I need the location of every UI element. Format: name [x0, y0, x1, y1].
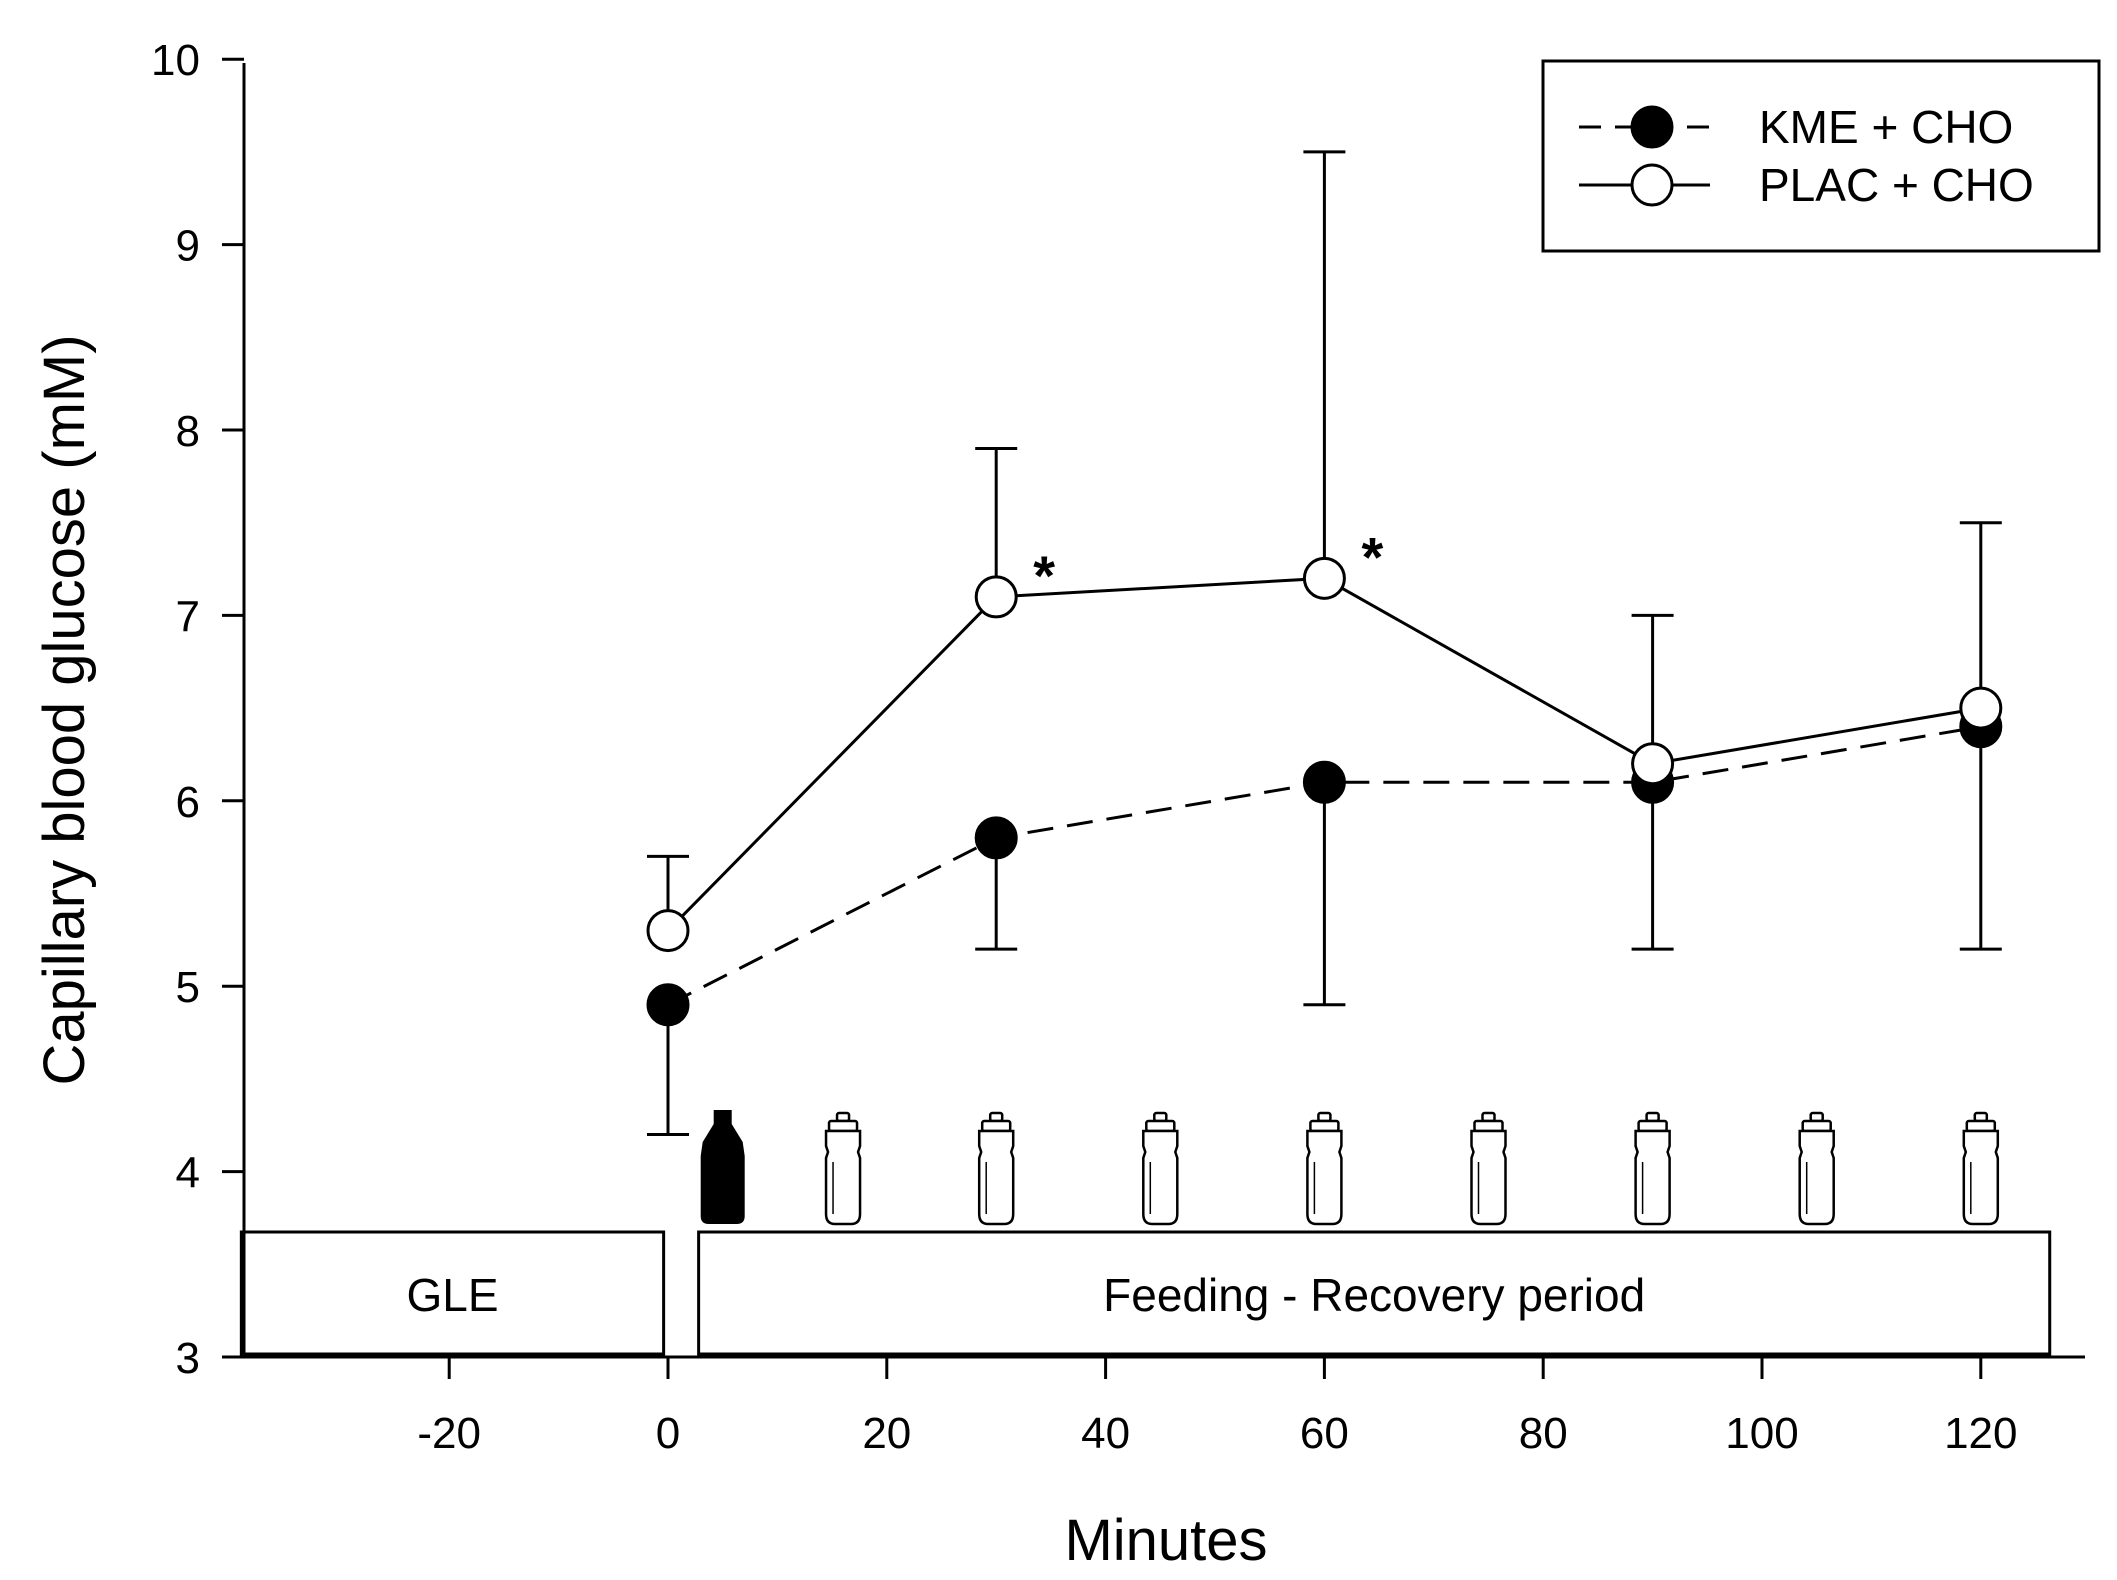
y-tick-label: 8 [176, 407, 200, 456]
bottle-lid [1637, 1119, 1668, 1133]
bottle-icon [1470, 1111, 1507, 1226]
y-tick-label: 10 [151, 36, 200, 85]
bottle-icon [824, 1111, 862, 1226]
bottle-body [1798, 1129, 1835, 1226]
significance-marker: * [1362, 525, 1384, 588]
bottle-body [977, 1129, 1015, 1226]
bottle-lid [827, 1119, 859, 1133]
y-tick-label: 3 [176, 1334, 200, 1383]
legend-label-kme: KME + CHO [1759, 101, 2013, 153]
bottle-lid [1473, 1119, 1504, 1133]
x-tick-label: 60 [1300, 1409, 1349, 1458]
bottle-lid [1965, 1119, 1997, 1133]
phase-label: Feeding - Recovery period [1103, 1269, 1645, 1321]
data-point-plac [646, 909, 690, 953]
data-point-plac [1302, 556, 1346, 600]
bottle-lid [980, 1119, 1012, 1133]
filled-bottle-icon [700, 1110, 745, 1224]
legend-marker-plac [1630, 163, 1674, 207]
data-point-plac [974, 575, 1018, 619]
phase-label: GLE [406, 1269, 498, 1321]
bottle-icon [1962, 1111, 2000, 1226]
y-tick-label: 5 [176, 963, 200, 1012]
phase-bars: GLE Feeding - Recovery period [239, 1230, 2052, 1356]
bottle-icon [1634, 1111, 1671, 1226]
bottle-body [1306, 1129, 1343, 1226]
error-bars [647, 150, 2002, 1137]
x-ticks: -20 0 20 40 60 80 100 120 [417, 1357, 2018, 1458]
x-tick-label: 0 [656, 1409, 680, 1458]
bottle-lid [1801, 1119, 1832, 1133]
data-point-kme [974, 816, 1018, 860]
x-axis-title: Minutes [1064, 1508, 1267, 1573]
bottle-icon [1306, 1111, 1343, 1226]
y-axis-title: Capillary blood glucose (mM) [32, 334, 97, 1085]
legend-label-plac: PLAC + CHO [1759, 159, 2034, 211]
legend: KME + CHO PLAC + CHO [1541, 59, 2101, 253]
x-tick-label: 100 [1725, 1409, 1798, 1458]
phase-box [697, 1230, 2052, 1356]
y-ticks: 3 4 5 6 7 8 9 10 [151, 36, 244, 1383]
bottle-icon [977, 1111, 1015, 1226]
bottle-icon [1798, 1111, 1835, 1226]
x-tick-label: -20 [417, 1409, 481, 1458]
data-point-plac [1959, 686, 2003, 730]
annotations: * * [1033, 525, 1383, 607]
bottle-shape [700, 1110, 745, 1224]
significance-marker: * [1033, 544, 1055, 607]
bottle-lid [1309, 1119, 1340, 1133]
bottle-icons [700, 1110, 2000, 1226]
bottle-body [1634, 1129, 1671, 1226]
bottle-lid [1145, 1119, 1176, 1133]
bottle-icon [1142, 1111, 1179, 1226]
axes [242, 63, 2085, 1359]
bottle-body [1142, 1129, 1179, 1226]
y-tick-label: 4 [176, 1149, 200, 1198]
bottle-body [1962, 1129, 2000, 1226]
x-tick-label: 80 [1519, 1409, 1568, 1458]
x-tick-label: 120 [1944, 1409, 2017, 1458]
y-tick-label: 6 [176, 778, 200, 827]
legend-box [1541, 59, 2101, 253]
bottle-body [1470, 1129, 1507, 1226]
x-tick-label: 40 [1081, 1409, 1130, 1458]
y-tick-label: 7 [176, 592, 200, 641]
data-point-kme [646, 983, 690, 1027]
bottle-body [824, 1129, 862, 1226]
data-point-plac [1631, 742, 1675, 786]
x-tick-label: 20 [862, 1409, 911, 1458]
data-point-kme [1302, 760, 1346, 804]
series-points [646, 556, 2003, 1027]
y-tick-label: 9 [176, 222, 200, 271]
legend-marker-kme [1630, 105, 1674, 149]
phase-box [239, 1230, 666, 1356]
